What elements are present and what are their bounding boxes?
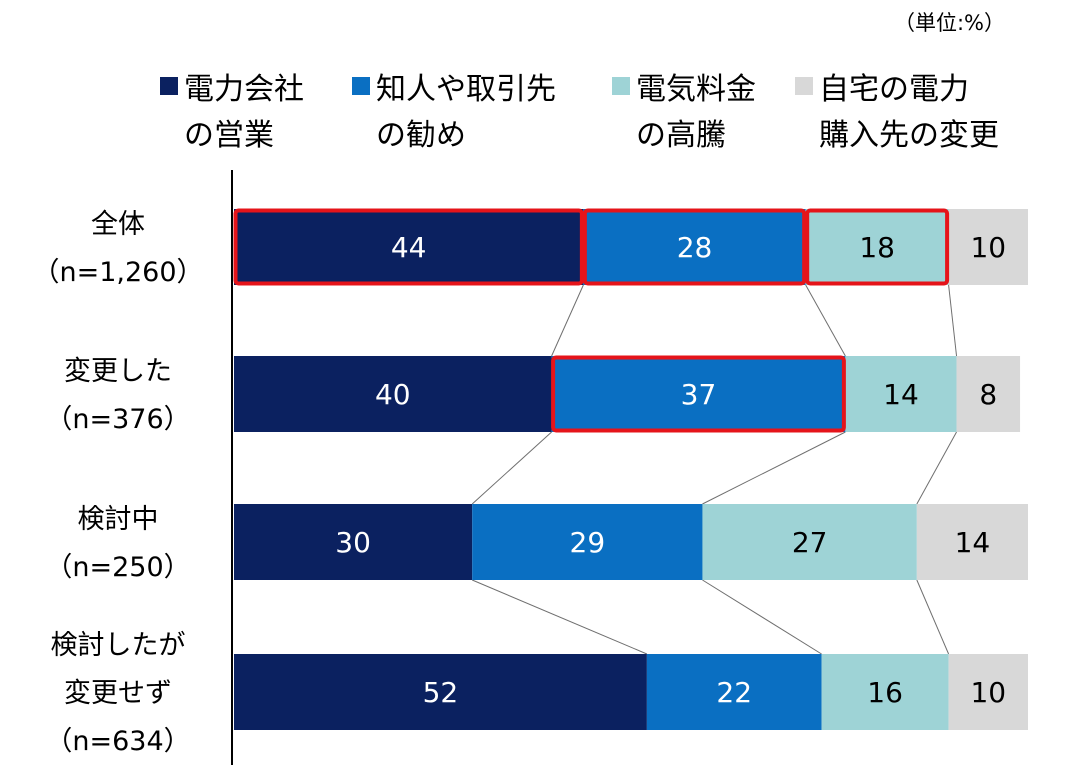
value-label-2-0: 30 — [335, 526, 371, 559]
value-label-3-1: 22 — [716, 676, 752, 709]
bar-segment-3-2 — [821, 654, 949, 730]
category-label-3-0: 検討したが — [51, 630, 186, 661]
connector-line-0-2 — [805, 284, 846, 357]
connector-line-1-3 — [916, 431, 957, 505]
highlight-boxes — [233, 208, 950, 433]
unit-label: （単位:%） — [894, 11, 1005, 35]
bars — [234, 209, 1028, 730]
connector-line-0-3 — [948, 284, 958, 357]
bar-segment-3-0 — [234, 654, 647, 730]
value-label-2-1: 29 — [570, 526, 606, 559]
value-label-3-3: 10 — [970, 676, 1006, 709]
bar-segment-1-3 — [956, 356, 1021, 432]
bar-segment-1-0 — [234, 356, 552, 432]
connector-line-2-1 — [472, 579, 648, 655]
value-label-1-3: 8 — [979, 378, 997, 411]
legend-label-0-0: 電力会社 — [184, 72, 304, 107]
bar-segment-0-2 — [805, 209, 949, 285]
legend-swatch-3 — [795, 77, 813, 95]
connector-line-1-2 — [702, 431, 846, 505]
bar-segment-3-1 — [646, 654, 822, 730]
connector-line-1-1 — [471, 431, 552, 505]
category-label-0-0: 全体 — [91, 209, 145, 240]
category-label-1-1: （n=376） — [45, 404, 190, 435]
category-label-3-2: （n=634） — [45, 726, 190, 757]
legend-label-3-0: 自宅の電力 — [819, 72, 969, 107]
highlight-box-1 — [582, 208, 807, 286]
bar-segment-2-3 — [916, 504, 1028, 580]
value-label-2-3: 14 — [955, 526, 991, 559]
category-label-3-1: 変更せず — [64, 678, 172, 709]
value-label-1-0: 40 — [375, 378, 411, 411]
legend-label-1-0: 知人や取引先 — [376, 72, 556, 107]
legend-label-1-1: の勧め — [376, 118, 466, 153]
bar-segment-0-0 — [234, 209, 584, 285]
value-label-0-3: 10 — [970, 231, 1006, 264]
connector-line-2-2 — [702, 579, 822, 655]
bar-segment-2-0 — [234, 504, 473, 580]
bar-segment-3-3 — [948, 654, 1028, 730]
legend-label-3-1: 購入先の変更 — [819, 118, 999, 153]
bar-segment-2-1 — [472, 504, 703, 580]
value-label-0-1: 28 — [677, 231, 713, 264]
legend-swatch-2 — [612, 77, 630, 95]
legend-label-0-1: の営業 — [184, 118, 274, 153]
category-labels: 全体 （n=1,260） 変更した （n=376） 検討中 （n=250） 検討したが変更せ… — [32, 209, 203, 757]
highlight-box-2 — [805, 208, 950, 286]
value-label-3-2: 16 — [867, 676, 903, 709]
category-label-2-0: 検討中 — [78, 504, 159, 535]
bar-segment-0-3 — [948, 209, 1028, 285]
bar-segment-1-2 — [845, 356, 957, 432]
connector-line-2-3 — [916, 579, 950, 655]
bar-segment-1-1 — [551, 356, 846, 432]
value-label-2-2: 27 — [792, 526, 828, 559]
highlight-box-3 — [551, 355, 846, 433]
value-label-3-0: 52 — [423, 676, 459, 709]
value-label-1-2: 14 — [883, 378, 919, 411]
highlight-box-0 — [233, 208, 584, 286]
category-label-0-1: （n=1,260） — [32, 257, 203, 288]
value-label-0-0: 44 — [391, 231, 427, 264]
bar-segment-0-1 — [583, 209, 806, 285]
connector-line-0-1 — [551, 284, 584, 357]
legend-label-2-0: 電気料金 — [636, 72, 756, 107]
value-label-0-2: 18 — [859, 231, 895, 264]
category-label-2-1: （n=250） — [45, 552, 190, 583]
value-label-1-1: 37 — [681, 378, 717, 411]
value-labels: 44 28 18 10 40 37 14 8 30 29 27 14 52 22 16 10 — [335, 231, 1006, 709]
connector-lines — [471, 284, 958, 655]
legend-swatch-1 — [352, 77, 370, 95]
legend-label-2-1: の高騰 — [636, 118, 726, 153]
legend-swatch-0 — [160, 77, 178, 95]
category-label-1-0: 変更した — [64, 356, 172, 387]
bar-segment-2-2 — [702, 504, 917, 580]
